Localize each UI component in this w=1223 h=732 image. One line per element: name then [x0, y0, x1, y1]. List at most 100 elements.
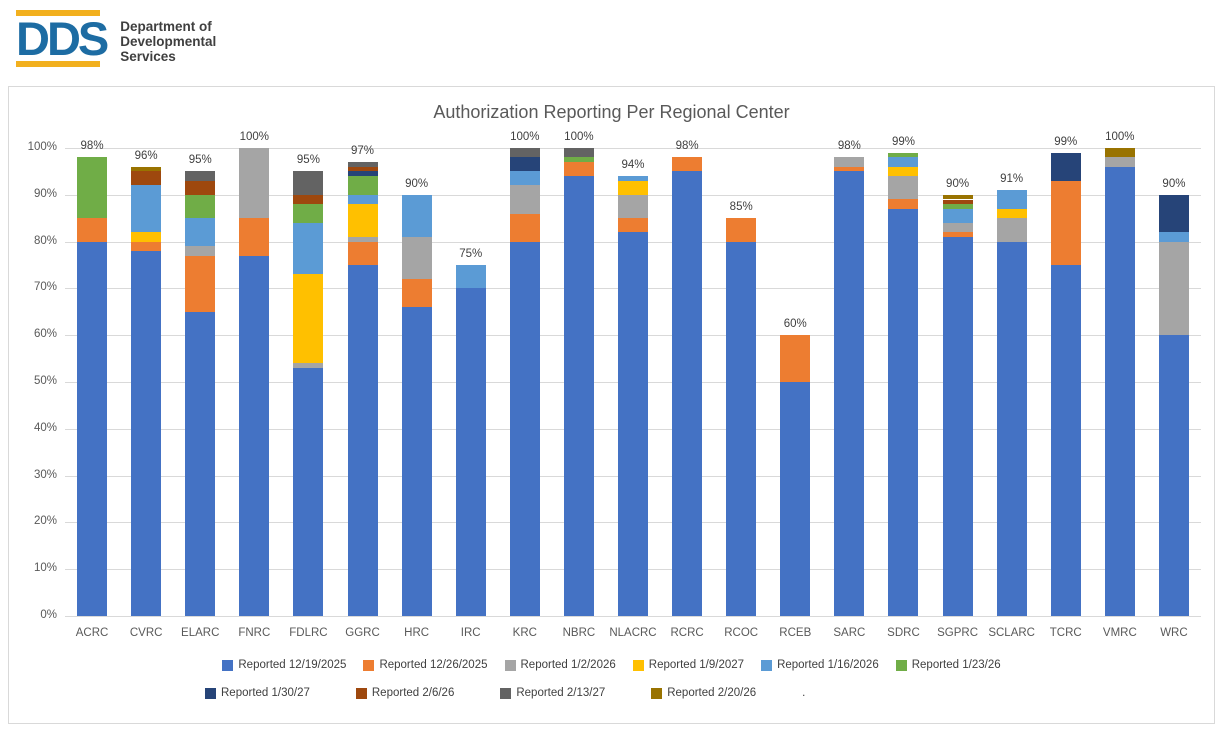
- bar-segment: [185, 171, 216, 181]
- x-axis-label: SARC: [833, 627, 866, 639]
- bar-total-label: 98%: [675, 140, 699, 153]
- bar-total-label: 96%: [134, 149, 158, 162]
- bar-segment: [1050, 180, 1081, 265]
- legend-trailing-dot: .: [802, 687, 806, 699]
- bar-segment: [942, 236, 973, 616]
- bar-segment: [834, 157, 865, 167]
- bar-total-label: 97%: [351, 145, 375, 158]
- bar-segment: [888, 166, 919, 177]
- y-axis-label: 70%: [33, 281, 57, 294]
- bar-segment: [455, 265, 486, 289]
- dds-logo: DDS Department of Developmental Services: [16, 10, 216, 68]
- bar-segment: [347, 162, 378, 167]
- legend-item: Reported 1/2/2026: [504, 659, 616, 671]
- bar-total-label: 98%: [80, 140, 104, 153]
- legend-item: Reported 1/16/2026: [761, 659, 879, 671]
- bar-segment: [131, 185, 162, 233]
- logo-text-line: Department of: [120, 19, 212, 34]
- y-axis-label: 20%: [33, 515, 57, 528]
- y-axis-label: 80%: [33, 234, 57, 247]
- bar-segment: [401, 307, 432, 616]
- legend-swatch-icon: [895, 659, 907, 671]
- gridline: [65, 616, 1201, 617]
- legend-swatch-icon: [363, 659, 375, 671]
- bar-segment: [563, 176, 594, 616]
- bar-segment: [1158, 232, 1189, 242]
- bar-segment: [618, 180, 648, 195]
- gridline: [65, 148, 1201, 149]
- bar-segment: [563, 148, 594, 158]
- legend-row-1: Reported 12/19/2025 Reported 12/26/2025 Re…: [9, 659, 1214, 671]
- legend-item: Reported 2/20/26: [651, 687, 756, 699]
- legend-label: Reported 1/2/2026: [520, 659, 616, 671]
- bar-segment: [185, 255, 216, 312]
- bar-segment: [293, 204, 324, 223]
- bar-segment: [293, 194, 324, 205]
- bar-segment: [293, 363, 324, 368]
- bar-segment: [77, 218, 108, 242]
- y-axis-label: 0%: [40, 609, 57, 621]
- bar-segment: [347, 241, 378, 265]
- bar-segment: [347, 171, 378, 177]
- x-axis-label: IRC: [460, 627, 481, 639]
- legend-label: Reported 1/16/2026: [777, 659, 879, 671]
- bar-segment: [185, 218, 216, 247]
- x-axis-label: RCEB: [779, 627, 812, 639]
- bar-segment: [1104, 148, 1135, 158]
- bar-segment: [618, 218, 648, 233]
- bar-segment: [347, 265, 378, 616]
- legend-label: Reported 1/23/26: [911, 659, 1001, 671]
- bar-total-label: 100%: [510, 131, 540, 143]
- legend-item: Reported 1/23/26: [895, 659, 1001, 671]
- bar-total-label: 100%: [1105, 131, 1135, 143]
- legend-item: Reported 12/19/2025: [222, 659, 346, 671]
- y-axis-label: 40%: [33, 421, 57, 434]
- bar-total-label: 90%: [405, 177, 429, 190]
- legend-label: Reported 1/9/2027: [648, 659, 745, 671]
- legend-item: Reported 1/9/2027: [632, 659, 745, 671]
- y-axis-label: 10%: [33, 562, 57, 575]
- bar-total-label: 90%: [946, 177, 970, 190]
- x-axis-label: SDRC: [887, 627, 920, 639]
- legend-label: Reported 12/19/2025: [238, 659, 347, 671]
- bar-segment: [347, 176, 378, 195]
- bar-segment: [185, 311, 216, 616]
- bar-segment: [185, 194, 216, 219]
- legend-label: Reported 12/26/2025: [379, 659, 488, 671]
- bar-segment: [942, 222, 973, 233]
- y-axis-label: 50%: [33, 375, 57, 387]
- bar-segment: [347, 204, 378, 237]
- bar-segment: [618, 232, 648, 616]
- bar-segment: [888, 208, 919, 616]
- legend-swatch-icon: [504, 659, 516, 671]
- x-axis-label: ACRC: [75, 627, 109, 639]
- bar-segment: [401, 279, 432, 308]
- bar-total-label: 99%: [1054, 135, 1078, 148]
- dds-logo-mark: DDS: [16, 10, 109, 68]
- legend-item: Reported 2/6/26: [355, 687, 455, 699]
- bar-segment: [185, 246, 216, 256]
- bar-segment: [942, 199, 973, 205]
- bar-segment: [618, 176, 648, 181]
- legend-swatch-icon: [355, 687, 367, 699]
- x-axis-label: ELARC: [181, 627, 220, 639]
- bar-segment: [185, 180, 216, 195]
- bar-segment: [293, 367, 324, 616]
- bar-segment: [1158, 241, 1189, 336]
- legend-label: Reported 2/13/27: [516, 687, 606, 699]
- bar-segment: [1050, 265, 1081, 616]
- legend-label: Reported 2/6/26: [371, 687, 455, 699]
- bar-segment: [726, 241, 757, 616]
- bar-segment: [239, 148, 270, 219]
- x-axis-label: FNRC: [238, 627, 271, 639]
- bar-segment: [942, 194, 973, 200]
- y-axis-label: 60%: [33, 328, 57, 341]
- legend-item: Reported 12/26/2025: [363, 659, 488, 671]
- bar-segment: [293, 171, 324, 195]
- legend-swatch-icon: [761, 659, 773, 671]
- x-axis-label: CVRC: [129, 627, 163, 639]
- bar-segment: [726, 218, 757, 242]
- bar-total-label: 99%: [891, 135, 915, 148]
- legend-swatch-icon: [222, 659, 234, 671]
- logo-department-name: Department of Developmental Services: [120, 19, 216, 64]
